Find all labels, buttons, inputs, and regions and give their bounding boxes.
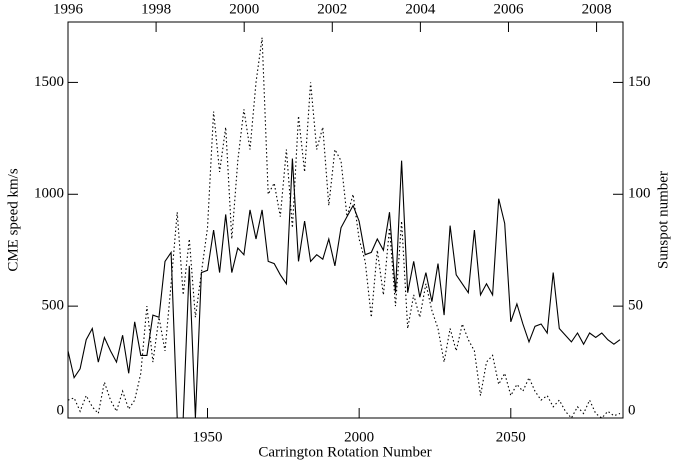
x2-tick-label: 2006 <box>493 1 524 17</box>
x2-tick-label: 1998 <box>141 1 171 17</box>
x2-tick-label: 2000 <box>229 1 259 17</box>
y-tick-label: 0 <box>57 402 65 418</box>
y-tick-label: 1500 <box>34 74 64 90</box>
data-line <box>67 158 621 419</box>
x2-tick-label: 2002 <box>317 1 347 17</box>
x-tick-label: 2050 <box>496 429 526 445</box>
x-tick-label: 2000 <box>344 429 374 445</box>
data-line <box>67 37 621 419</box>
x2-tick-label: 2008 <box>582 1 612 17</box>
x-axis-label: Carrington Rotation Number <box>258 444 431 460</box>
y-tick-label: 1000 <box>34 186 64 202</box>
x2-tick-label: 2004 <box>405 1 436 17</box>
x-tick-label: 1950 <box>193 429 223 445</box>
y2-tick-label: 100 <box>628 186 651 202</box>
x2-tick-label: 1996 <box>53 1 84 17</box>
y2-tick-label: 150 <box>628 74 651 90</box>
y2-axis-label: Sunspot number <box>655 171 671 269</box>
y-tick-label: 500 <box>42 298 65 314</box>
y2-tick-label: 50 <box>628 298 643 314</box>
y2-tick-label: 0 <box>628 402 636 418</box>
y-axis-label: CME speed km/s <box>5 168 21 271</box>
plot-frame <box>67 21 624 419</box>
